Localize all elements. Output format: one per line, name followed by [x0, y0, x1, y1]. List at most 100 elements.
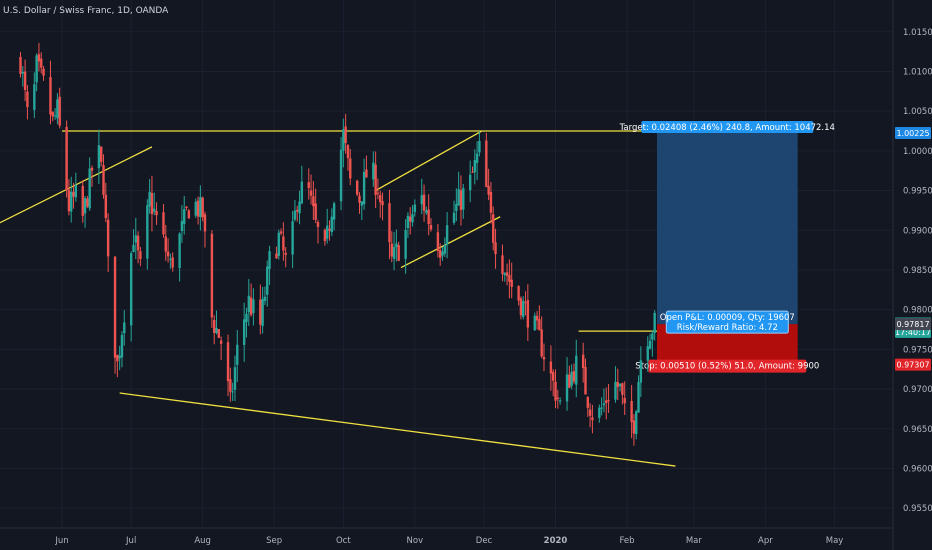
candle-body [390, 243, 393, 257]
candle-body [136, 235, 140, 251]
candle-body [33, 84, 36, 110]
candle-body [397, 245, 400, 261]
candle-body [86, 198, 89, 207]
candle-body [552, 371, 555, 381]
candle-body [104, 194, 108, 219]
price-label-text: 1.00225 [896, 129, 929, 138]
candle-body [411, 213, 414, 223]
candle-body [26, 91, 29, 108]
candle-body [328, 228, 331, 231]
candle-body [618, 383, 622, 387]
candle-body [169, 258, 172, 260]
candle-body [185, 206, 188, 208]
candle-body [155, 210, 158, 216]
trendline [0, 146, 153, 224]
candle-body [346, 145, 350, 159]
trendline [375, 130, 483, 192]
candle-body [441, 251, 444, 256]
candle-body [614, 381, 617, 400]
candle-body [282, 236, 285, 251]
price-label-text: 17:40:17 [895, 328, 931, 337]
long-position-tool[interactable]: Target: 0.02408 (2.46%) 240.8, Amount: 1… [619, 120, 835, 373]
candle-body [326, 225, 329, 239]
candle-body [312, 196, 315, 207]
candle-body [623, 397, 626, 404]
candle-body [56, 99, 59, 119]
candle-body [540, 329, 543, 357]
candle-body [600, 407, 603, 409]
candle-body [637, 382, 640, 413]
candle-body [23, 71, 27, 90]
candle-body [519, 298, 523, 316]
candle-body [97, 145, 101, 169]
candle-body [443, 245, 447, 254]
candle-body [538, 319, 541, 331]
candle-body [429, 225, 433, 230]
candle-body [362, 172, 366, 205]
candle-body [259, 299, 262, 325]
candle-body [323, 229, 327, 242]
candle-body [651, 333, 654, 340]
candle-body [568, 374, 571, 388]
candle-body [584, 366, 587, 395]
trendlines[interactable] [0, 130, 676, 467]
candle-body [471, 171, 474, 173]
candle-body [49, 77, 52, 115]
candle-body [485, 140, 488, 187]
candle-body [199, 197, 202, 218]
stop-label: Stop: 0.00510 (0.52%) 51.0, Amount: 9900 [635, 362, 819, 372]
candle-body [42, 68, 45, 76]
candle-body [118, 355, 121, 359]
candle-body [180, 221, 184, 231]
x-tick-label: Feb [619, 536, 634, 546]
y-tick-label: 1.01000 [903, 67, 932, 77]
target-zone[interactable] [656, 132, 798, 325]
candle-body [489, 191, 493, 213]
candle-body [422, 194, 426, 211]
candle-body [379, 195, 382, 203]
candle-body [381, 201, 384, 206]
candle-body [58, 96, 61, 126]
candle-body [630, 401, 633, 423]
time-axis[interactable]: Jun Jul Aug Sep Oct Nov Dec 2020 Feb Mar Apr May [54, 536, 843, 546]
candle-body [358, 195, 361, 203]
candle-body [65, 126, 68, 191]
target-label-box [641, 120, 814, 133]
candlestick-series [19, 42, 656, 446]
trendline [400, 216, 501, 269]
candle-body [233, 367, 237, 391]
candle-body [247, 295, 250, 313]
candle-body [524, 302, 527, 304]
candle-body [602, 403, 606, 406]
candle-body [113, 256, 117, 358]
candle-body [263, 296, 267, 301]
x-tick-label: May [826, 536, 844, 546]
candle-body [226, 342, 230, 382]
candle-body [360, 201, 363, 206]
y-tick-label: 1.01500 [903, 28, 932, 38]
candle-body [459, 190, 463, 210]
candle-body [201, 197, 204, 218]
candle-body [88, 168, 91, 209]
candle-body [83, 198, 87, 214]
candle-body [501, 255, 504, 274]
candle-body [455, 203, 458, 212]
candle-body [648, 340, 652, 349]
candle-body [503, 273, 506, 276]
x-tick-label: Oct [336, 536, 351, 546]
candle-body [522, 300, 525, 317]
candle-body [395, 243, 398, 248]
candle-body [413, 204, 417, 213]
candle-body [150, 192, 154, 215]
x-tick-label: Jun [54, 536, 68, 546]
x-tick-label: Mar [686, 536, 703, 546]
candle-body [314, 203, 317, 220]
x-tick-label: Aug [194, 536, 211, 546]
candle-body [139, 251, 142, 260]
candle-body [231, 391, 234, 393]
